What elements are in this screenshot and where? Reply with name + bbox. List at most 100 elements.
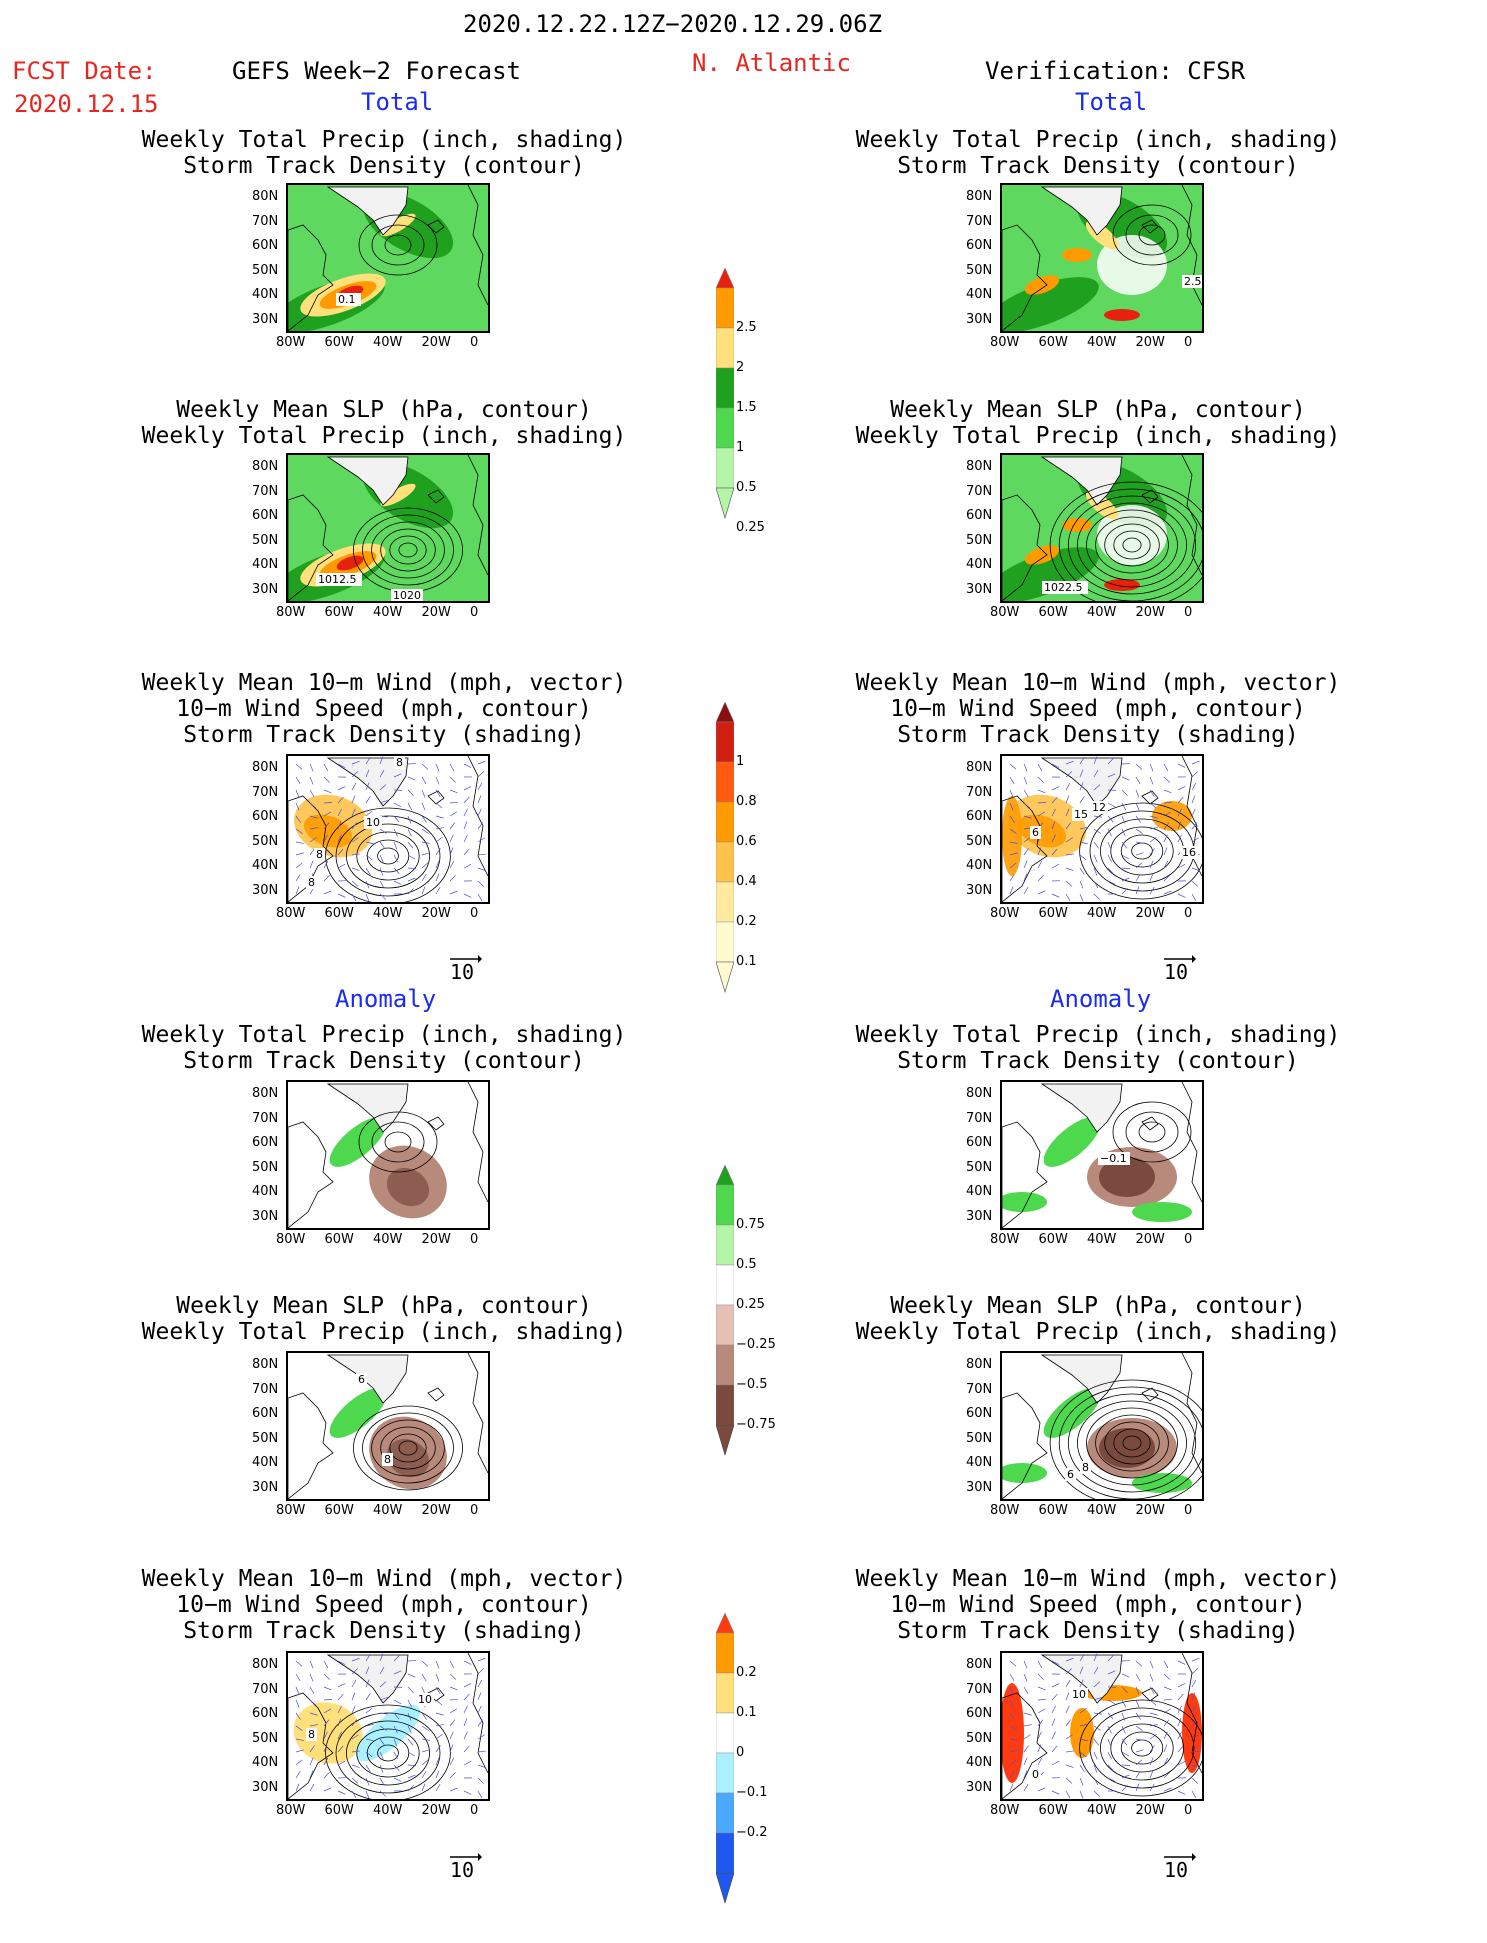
lat-tick-label: 80N bbox=[252, 1086, 278, 1101]
svg-text:8: 8 bbox=[316, 848, 323, 861]
colorbar-tick-label: 0.1 bbox=[736, 954, 757, 969]
colorbar-tick-label: 2 bbox=[736, 360, 744, 375]
lon-tick-label: 0 bbox=[470, 906, 478, 921]
lat-tick-label: 80N bbox=[252, 459, 278, 474]
lat-tick-label: 50N bbox=[252, 1431, 278, 1446]
svg-text:−0.1: −0.1 bbox=[1100, 1152, 1127, 1165]
lon-tick-label: 80W bbox=[990, 1232, 1019, 1247]
lon-tick-label: 40W bbox=[1087, 1503, 1116, 1518]
lon-tick-label: 60W bbox=[325, 605, 354, 620]
lon-tick-label: 60W bbox=[1039, 1503, 1068, 1518]
lon-tick-label: 60W bbox=[325, 335, 354, 350]
lon-tick-label: 80W bbox=[276, 335, 305, 350]
fcst-total-wind-title: Weekly Mean 10−m Wind (mph, vector)10−m … bbox=[64, 670, 704, 748]
lon-tick-label: 0 bbox=[470, 1503, 478, 1518]
fcst-total-vector-ref: 10 bbox=[450, 960, 474, 984]
lon-tick-label: 0 bbox=[1184, 1232, 1192, 1247]
lat-tick-label: 80N bbox=[252, 1657, 278, 1672]
svg-text:6: 6 bbox=[1032, 826, 1039, 839]
lat-tick-label: 50N bbox=[252, 533, 278, 548]
lat-tick-label: 70N bbox=[252, 214, 278, 229]
lon-tick-label: 40W bbox=[373, 1803, 402, 1818]
lat-tick-label: 30N bbox=[252, 582, 278, 597]
fcst-date-label: FCST Date: bbox=[12, 57, 157, 85]
lat-tick-label: 50N bbox=[966, 834, 992, 849]
lat-tick-label: 40N bbox=[252, 557, 278, 572]
ver-total-label: Total bbox=[1075, 88, 1147, 116]
lat-tick-label: 50N bbox=[252, 1160, 278, 1175]
svg-text:1020: 1020 bbox=[393, 589, 421, 601]
colorbar-tick-label: −0.5 bbox=[736, 1377, 768, 1392]
lon-tick-label: 60W bbox=[1039, 335, 1068, 350]
svg-text:8: 8 bbox=[396, 756, 403, 769]
lat-tick-label: 40N bbox=[966, 287, 992, 302]
fcst-anom-vector-ref: 10 bbox=[450, 1858, 474, 1882]
lat-tick-label: 40N bbox=[966, 858, 992, 873]
svg-text:8: 8 bbox=[384, 1453, 391, 1466]
lat-tick-label: 60N bbox=[966, 1135, 992, 1150]
colorbar-tick-label: 0.2 bbox=[736, 1665, 757, 1680]
lon-tick-label: 40W bbox=[373, 1232, 402, 1247]
svg-text:16: 16 bbox=[1182, 846, 1196, 859]
verification-title: Verification: CFSR bbox=[985, 57, 1245, 85]
lon-tick-label: 80W bbox=[276, 906, 305, 921]
lat-tick-label: 40N bbox=[966, 1455, 992, 1470]
ver-total-wind-title: Weekly Mean 10−m Wind (mph, vector)10−m … bbox=[778, 670, 1418, 748]
ver-aprecip-map: −0.1 bbox=[1000, 1080, 1204, 1230]
colorbar-tick-label: 0 bbox=[736, 1745, 744, 1760]
lat-tick-label: 80N bbox=[252, 760, 278, 775]
colorbar-tick-label: −0.1 bbox=[736, 1785, 768, 1800]
ver-precip-map: 2.5 bbox=[1000, 183, 1204, 333]
lat-tick-label: 80N bbox=[966, 1657, 992, 1672]
svg-text:6: 6 bbox=[358, 1373, 365, 1386]
lon-tick-label: 60W bbox=[1039, 1803, 1068, 1818]
svg-text:10: 10 bbox=[418, 1693, 432, 1706]
fcst-anom-slp-title: Weekly Mean SLP (hPa, contour)Weekly Tot… bbox=[64, 1293, 704, 1345]
date-range-title: 2020.12.22.12Z−2020.12.29.06Z bbox=[463, 10, 882, 38]
colorbar-tick-label: 0.5 bbox=[736, 480, 757, 495]
colorbar-tick-label: 0.8 bbox=[736, 794, 757, 809]
lon-tick-label: 60W bbox=[325, 1232, 354, 1247]
svg-text:8: 8 bbox=[1082, 1461, 1089, 1474]
lat-tick-label: 40N bbox=[252, 1755, 278, 1770]
lon-tick-label: 80W bbox=[990, 605, 1019, 620]
svg-text:10: 10 bbox=[1072, 1688, 1086, 1701]
region-title: N. Atlantic bbox=[692, 49, 851, 77]
fcst-date-value: 2020.12.15 bbox=[14, 90, 159, 118]
lat-tick-label: 30N bbox=[252, 883, 278, 898]
lat-tick-label: 70N bbox=[252, 1382, 278, 1397]
lon-tick-label: 20W bbox=[1136, 335, 1165, 350]
lat-tick-label: 60N bbox=[966, 809, 992, 824]
ver-anom-slp-title: Weekly Mean SLP (hPa, contour)Weekly Tot… bbox=[778, 1293, 1418, 1345]
lat-tick-label: 50N bbox=[252, 1731, 278, 1746]
lat-tick-label: 50N bbox=[252, 263, 278, 278]
lat-tick-label: 80N bbox=[966, 189, 992, 204]
lon-tick-label: 60W bbox=[325, 906, 354, 921]
ver-total-precip-title: Weekly Total Precip (inch, shading)Storm… bbox=[778, 127, 1418, 179]
svg-text:6: 6 bbox=[1067, 1468, 1074, 1481]
lon-tick-label: 20W bbox=[422, 605, 451, 620]
lat-tick-label: 60N bbox=[966, 238, 992, 253]
colorbar-tick-label: 1.5 bbox=[736, 400, 757, 415]
lat-tick-label: 50N bbox=[966, 1431, 992, 1446]
fcst-anom-wind-title: Weekly Mean 10−m Wind (mph, vector)10−m … bbox=[64, 1566, 704, 1644]
lat-tick-label: 60N bbox=[252, 1135, 278, 1150]
fcst-anom-precip-title: Weekly Total Precip (inch, shading)Storm… bbox=[64, 1022, 704, 1074]
ver-total-slp-title: Weekly Mean SLP (hPa, contour)Weekly Tot… bbox=[778, 397, 1418, 449]
svg-text:2.5: 2.5 bbox=[1184, 275, 1202, 288]
lon-tick-label: 40W bbox=[373, 335, 402, 350]
fcst-total-slp-title: Weekly Mean SLP (hPa, contour)Weekly Tot… bbox=[64, 397, 704, 449]
colorbar-tick-label: 1 bbox=[736, 440, 744, 455]
lat-tick-label: 30N bbox=[252, 312, 278, 327]
lat-tick-label: 40N bbox=[966, 1184, 992, 1199]
colorbar-tick-label: 0.4 bbox=[736, 874, 757, 889]
lon-tick-label: 0 bbox=[1184, 335, 1192, 350]
colorbar-tick-label: 0.75 bbox=[736, 1217, 765, 1232]
lon-tick-label: 80W bbox=[276, 605, 305, 620]
lat-tick-label: 30N bbox=[966, 1209, 992, 1224]
lat-tick-label: 70N bbox=[252, 1111, 278, 1126]
lon-tick-label: 80W bbox=[276, 1503, 305, 1518]
lat-tick-label: 70N bbox=[252, 1682, 278, 1697]
lat-tick-label: 60N bbox=[966, 1406, 992, 1421]
